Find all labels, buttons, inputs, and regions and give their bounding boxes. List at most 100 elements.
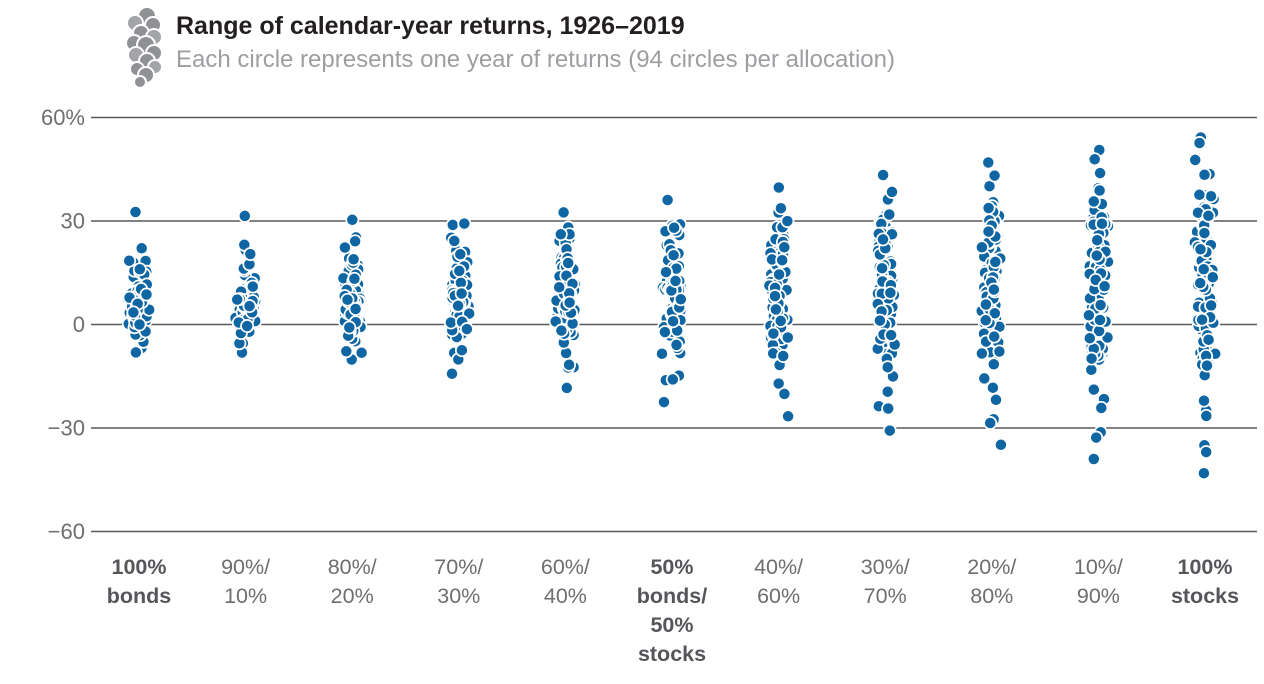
data-point-circle xyxy=(768,289,782,304)
data-point-circle xyxy=(1199,408,1214,423)
data-point-circle xyxy=(1090,233,1105,248)
data-point-circle xyxy=(562,357,577,372)
data-point-circle xyxy=(459,322,474,337)
data-point-circle xyxy=(134,241,149,256)
y-axis-tick-labels: 60% 30 0 −30 −60 xyxy=(41,105,85,544)
data-point-circle xyxy=(554,323,569,338)
data-point-circle xyxy=(987,168,1002,183)
data-point-circle xyxy=(880,360,895,375)
data-point-circle xyxy=(561,256,576,270)
data-point-circle xyxy=(1093,298,1108,312)
data-point-circle xyxy=(883,285,898,300)
data-point-circle xyxy=(981,155,996,170)
data-point-circle xyxy=(1197,393,1211,408)
data-point-circle xyxy=(986,357,1001,372)
data-point-circle xyxy=(1095,216,1109,231)
data-point-circle xyxy=(1094,400,1109,415)
data-point-circle xyxy=(122,253,137,268)
y-tick-label-30: 30 xyxy=(61,209,85,234)
y-tick-label-60: 60% xyxy=(41,105,85,130)
data-point-circle xyxy=(667,220,682,235)
data-point-circle xyxy=(872,313,887,328)
data-point-circle xyxy=(882,207,897,222)
data-point-circle xyxy=(668,273,683,288)
data-point-circle xyxy=(1192,136,1207,150)
data-point-circle xyxy=(230,292,245,307)
data-point-circle xyxy=(881,401,896,416)
data-point-circle xyxy=(983,416,998,430)
y-tick-label--30: −30 xyxy=(48,416,85,441)
data-point-circle xyxy=(1197,167,1212,182)
data-point-circle xyxy=(552,280,567,295)
data-point-circle xyxy=(1087,152,1102,167)
data-point-circle xyxy=(132,262,147,277)
data-point-circle xyxy=(768,302,783,317)
data-point-circle xyxy=(880,384,895,399)
data-point-circle xyxy=(781,409,796,424)
data-point-circle xyxy=(345,212,360,227)
data-point-circle xyxy=(1192,187,1207,202)
data-point-circle xyxy=(1188,152,1203,167)
data-point-circle xyxy=(780,330,795,345)
data-point-circle xyxy=(1086,382,1101,397)
data-point-circle xyxy=(974,346,989,361)
data-point-circle xyxy=(884,328,899,343)
x-label-60-40: 60%/40% xyxy=(541,555,590,608)
data-point-circle xyxy=(773,201,788,216)
data-point-circle xyxy=(126,305,141,320)
data-point-circle xyxy=(981,224,996,239)
data-point-circle xyxy=(988,254,1003,269)
data-point-circle xyxy=(1196,466,1211,481)
data-point-circle xyxy=(342,320,357,335)
data-point-circle xyxy=(772,267,787,282)
data-point-circle xyxy=(1092,183,1107,198)
data-point-circle xyxy=(666,314,681,329)
data-point-circle xyxy=(1193,242,1208,257)
data-point-circle xyxy=(347,271,362,286)
data-point-circle xyxy=(986,282,1001,297)
data-point-circle xyxy=(1199,445,1214,460)
data-point-circle xyxy=(128,345,143,360)
data-point-circle xyxy=(454,286,469,301)
data-point-circle xyxy=(1205,270,1220,285)
data-point-circle xyxy=(1201,332,1216,347)
data-point-circle xyxy=(665,372,680,387)
data-point-circle xyxy=(1082,331,1097,346)
data-point-circle xyxy=(655,346,669,361)
data-point-circle xyxy=(885,184,899,199)
data-point-circle xyxy=(777,386,792,401)
data-point-circle xyxy=(771,376,786,391)
data-point-circle xyxy=(445,366,459,381)
data-point-circle xyxy=(989,392,1003,407)
x-axis-allocation-labels: 100% bonds 90%/10% 80%/20% 70%/30% 60%/40% 50%… xyxy=(107,555,1239,666)
data-point-circle xyxy=(659,265,673,280)
data-point-circle xyxy=(346,252,361,267)
data-point-circle xyxy=(340,292,355,307)
data-point-circle xyxy=(776,349,791,363)
data-point-circle xyxy=(673,292,688,307)
data-point-circle xyxy=(1097,279,1112,294)
data-point-circle xyxy=(876,232,890,247)
y-tick-label--60: −60 xyxy=(48,519,85,544)
circle-cluster-icon xyxy=(125,6,163,88)
chart-subtitle: Each circle represents one year of retur… xyxy=(176,46,895,73)
data-point-circle xyxy=(773,313,788,328)
data-point-circle xyxy=(777,240,792,255)
data-point-circle xyxy=(128,205,143,219)
data-point-circle xyxy=(243,247,258,262)
data-point-circle xyxy=(1084,351,1099,366)
data-point-circle xyxy=(666,248,681,263)
x-label-10-90: 10%/90% xyxy=(1074,555,1123,608)
data-point-circle xyxy=(454,343,469,358)
data-point-circle xyxy=(240,319,255,333)
data-points-group xyxy=(121,130,1223,481)
data-point-circle xyxy=(1086,194,1101,209)
data-point-circle xyxy=(339,344,354,359)
data-point-circle xyxy=(876,168,891,182)
data-point-circle xyxy=(556,205,571,220)
x-label-100-0: 100% bonds xyxy=(107,555,172,608)
data-point-circle xyxy=(875,261,890,276)
data-point-circle xyxy=(1195,312,1210,327)
